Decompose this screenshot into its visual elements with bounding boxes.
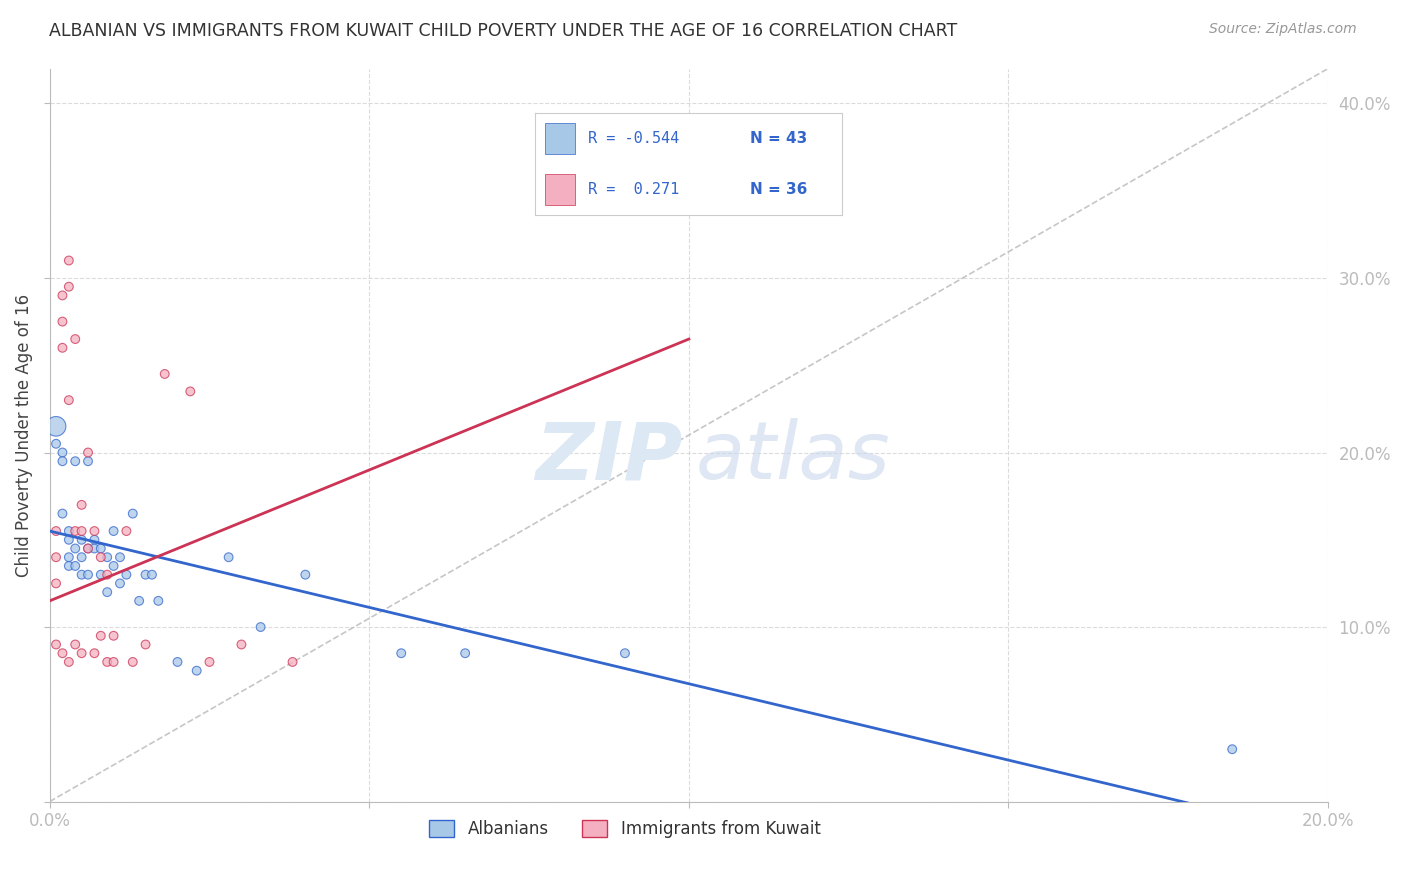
Text: ALBANIAN VS IMMIGRANTS FROM KUWAIT CHILD POVERTY UNDER THE AGE OF 16 CORRELATION: ALBANIAN VS IMMIGRANTS FROM KUWAIT CHILD…: [49, 22, 957, 40]
Legend: Albanians, Immigrants from Kuwait: Albanians, Immigrants from Kuwait: [423, 813, 827, 845]
Point: [58, 393, 80, 408]
Point: [166, 655, 188, 669]
Point: [65, 454, 87, 468]
Y-axis label: Child Poverty Under the Age of 16: Child Poverty Under the Age of 16: [15, 293, 32, 576]
Point: [103, 558, 125, 573]
Point: [135, 567, 157, 582]
Point: [281, 655, 304, 669]
Point: [1220, 742, 1243, 756]
Point: [115, 524, 138, 538]
Point: [70, 646, 93, 660]
Point: [186, 664, 208, 678]
Point: [121, 655, 143, 669]
Point: [121, 507, 143, 521]
Point: [65, 638, 87, 652]
Point: [103, 629, 125, 643]
Point: [90, 541, 112, 556]
Point: [45, 524, 67, 538]
Point: [96, 585, 118, 599]
Point: [218, 550, 240, 565]
Point: [198, 655, 221, 669]
Point: [153, 367, 176, 381]
Point: [77, 454, 100, 468]
Point: [45, 550, 67, 565]
Point: [51, 507, 73, 521]
Point: [96, 655, 118, 669]
Point: [45, 576, 67, 591]
Text: atlas: atlas: [696, 418, 890, 496]
Point: [70, 498, 93, 512]
Point: [65, 558, 87, 573]
Point: [96, 550, 118, 565]
Point: [51, 646, 73, 660]
Point: [77, 445, 100, 459]
Point: [108, 576, 131, 591]
Point: [128, 594, 150, 608]
Point: [70, 567, 93, 582]
Point: [96, 567, 118, 582]
Point: [148, 594, 170, 608]
Point: [83, 646, 105, 660]
Point: [65, 524, 87, 538]
Point: [58, 533, 80, 547]
Point: [294, 567, 316, 582]
Point: [58, 558, 80, 573]
Point: [77, 567, 100, 582]
Point: [179, 384, 201, 399]
Text: ZIP: ZIP: [536, 418, 682, 496]
Point: [51, 341, 73, 355]
Point: [108, 550, 131, 565]
Point: [90, 550, 112, 565]
Point: [103, 524, 125, 538]
Point: [77, 541, 100, 556]
Point: [141, 567, 163, 582]
Point: [83, 541, 105, 556]
Point: [454, 646, 477, 660]
Point: [45, 419, 67, 434]
Point: [103, 655, 125, 669]
Point: [58, 253, 80, 268]
Point: [613, 646, 636, 660]
Point: [51, 315, 73, 329]
Point: [249, 620, 271, 634]
Point: [51, 288, 73, 302]
Text: Source: ZipAtlas.com: Source: ZipAtlas.com: [1209, 22, 1357, 37]
Point: [115, 567, 138, 582]
Point: [65, 332, 87, 346]
Point: [389, 646, 412, 660]
Point: [58, 655, 80, 669]
Point: [51, 454, 73, 468]
Point: [231, 638, 253, 652]
Point: [45, 437, 67, 451]
Point: [90, 567, 112, 582]
Point: [45, 638, 67, 652]
Point: [65, 541, 87, 556]
Point: [70, 550, 93, 565]
Point: [70, 524, 93, 538]
Point: [58, 279, 80, 293]
Point: [90, 629, 112, 643]
Point: [135, 638, 157, 652]
Point: [83, 533, 105, 547]
Point: [58, 550, 80, 565]
Point: [77, 541, 100, 556]
Point: [70, 533, 93, 547]
Point: [83, 524, 105, 538]
Point: [58, 524, 80, 538]
Point: [51, 445, 73, 459]
